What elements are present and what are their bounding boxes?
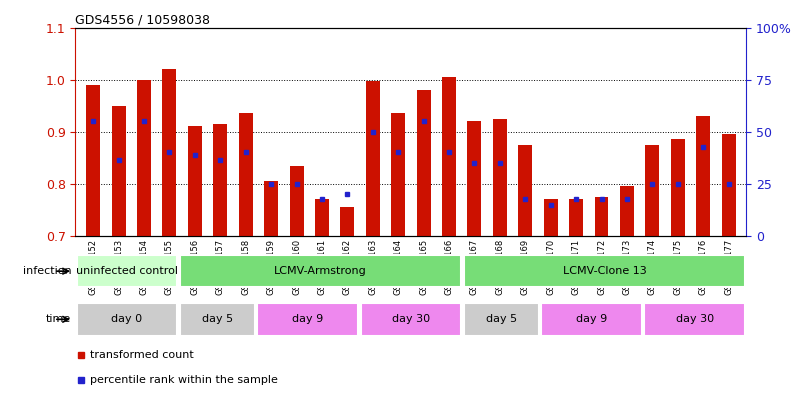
Bar xyxy=(671,140,684,236)
Text: day 30: day 30 xyxy=(676,314,714,324)
Bar xyxy=(188,127,202,236)
Bar xyxy=(518,145,532,236)
Bar xyxy=(163,69,176,236)
Bar xyxy=(417,90,430,236)
Bar xyxy=(696,116,710,236)
Bar xyxy=(360,303,461,336)
Bar xyxy=(264,181,278,236)
Text: infection: infection xyxy=(23,266,71,276)
Bar xyxy=(595,197,608,236)
Bar xyxy=(391,114,405,236)
Bar xyxy=(646,145,659,236)
Bar xyxy=(77,255,177,287)
Bar xyxy=(544,199,557,236)
Bar xyxy=(464,255,745,287)
Text: percentile rank within the sample: percentile rank within the sample xyxy=(91,375,278,385)
Bar xyxy=(87,85,100,236)
Text: day 5: day 5 xyxy=(202,314,233,324)
Text: day 0: day 0 xyxy=(111,314,143,324)
Bar xyxy=(468,121,481,236)
Bar xyxy=(620,186,634,236)
Bar xyxy=(493,119,507,236)
Bar xyxy=(112,106,125,236)
Bar xyxy=(180,255,461,287)
Bar xyxy=(366,81,380,236)
Bar xyxy=(341,207,354,236)
Bar xyxy=(290,165,303,236)
Text: LCMV-Clone 13: LCMV-Clone 13 xyxy=(563,266,646,276)
Text: time: time xyxy=(46,314,71,324)
Bar xyxy=(257,303,358,336)
Text: uninfected control: uninfected control xyxy=(76,266,178,276)
Text: day 9: day 9 xyxy=(292,314,323,324)
Bar xyxy=(645,303,745,336)
Bar xyxy=(180,303,255,336)
Text: GDS4556 / 10598038: GDS4556 / 10598038 xyxy=(75,13,210,26)
Bar xyxy=(569,199,583,236)
Bar xyxy=(722,134,735,236)
Text: transformed count: transformed count xyxy=(91,350,194,360)
Bar xyxy=(442,77,456,236)
Bar xyxy=(315,199,329,236)
Bar xyxy=(137,79,151,236)
Bar xyxy=(464,303,538,336)
Text: day 5: day 5 xyxy=(486,314,517,324)
Text: LCMV-Armstrong: LCMV-Armstrong xyxy=(274,266,367,276)
Bar xyxy=(214,124,227,236)
Bar xyxy=(77,303,177,336)
Text: day 30: day 30 xyxy=(391,314,430,324)
Bar xyxy=(542,303,642,336)
Text: day 9: day 9 xyxy=(576,314,607,324)
Bar xyxy=(239,114,252,236)
